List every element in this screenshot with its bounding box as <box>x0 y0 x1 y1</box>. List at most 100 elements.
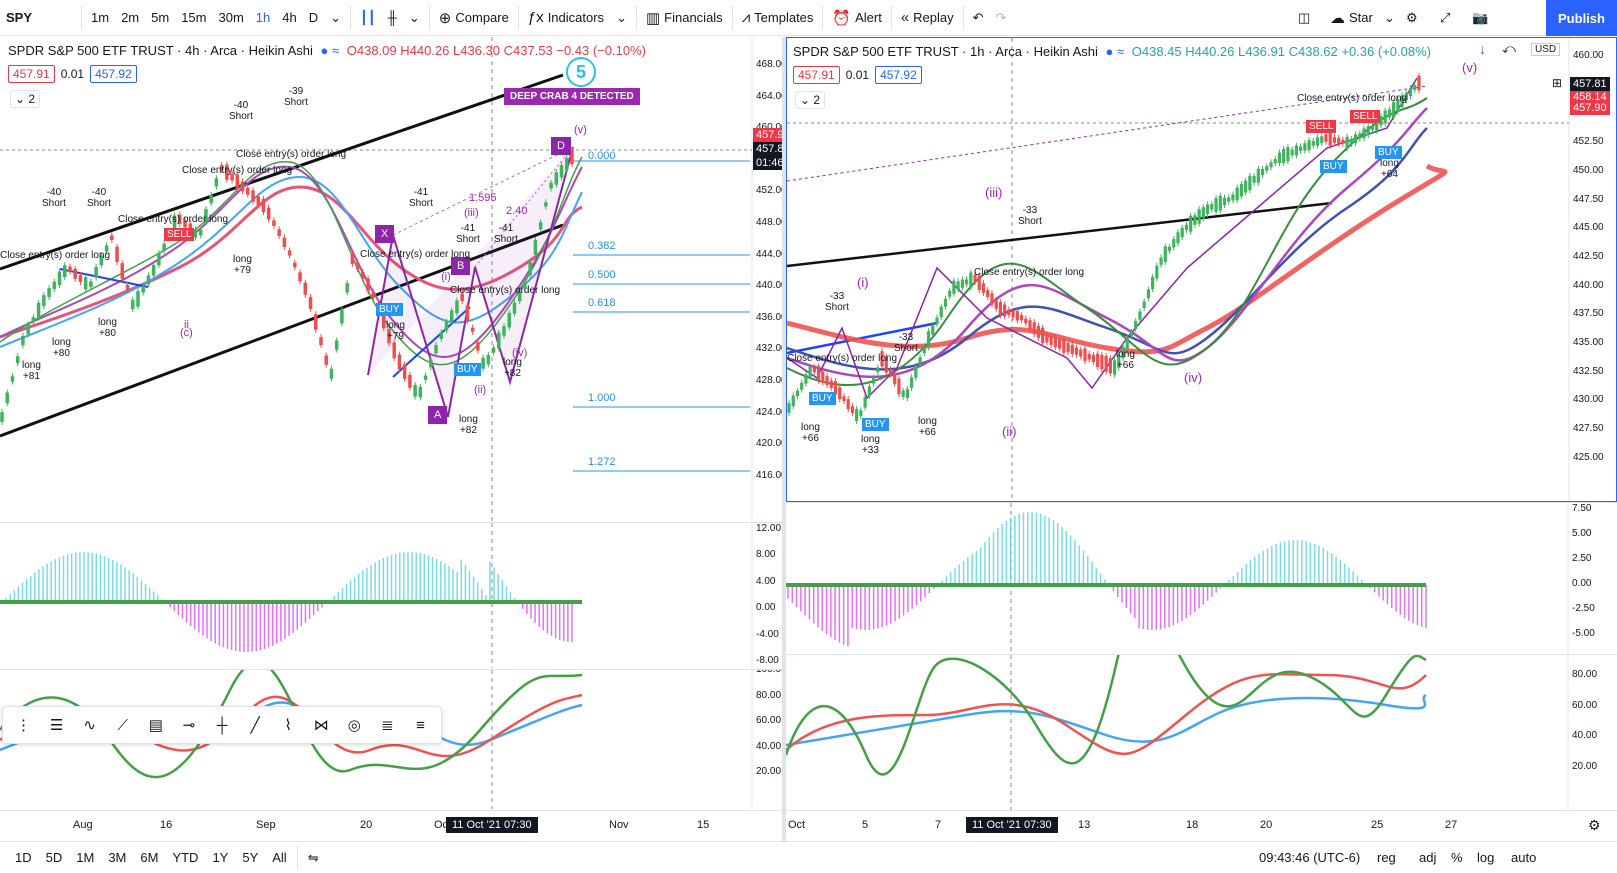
layout-icon[interactable]: ◫ <box>1298 9 1311 25</box>
spiral-icon[interactable]: ◎ <box>347 717 361 734</box>
right-buy-badge-4: BUY <box>1375 146 1402 159</box>
left-ask[interactable]: 457.92 <box>90 65 137 83</box>
drag-handle-icon[interactable]: ⋮ <box>16 717 32 734</box>
redo-icon[interactable]: ↷ <box>995 9 1007 25</box>
right-time-axis[interactable]: Oct 5 7 13 18 20 25 27 11 Oct '21 07:30 … <box>786 810 1617 840</box>
gear-icon[interactable]: ⚙ <box>1406 9 1418 25</box>
parallel-channel-icon[interactable]: ▤ <box>148 717 163 734</box>
left-collapse-button[interactable]: ⌄ 2 <box>10 90 41 108</box>
left-time-sep: Sep <box>256 819 276 831</box>
templates-button[interactable]: ⩘ Templates <box>736 0 820 36</box>
left-osc-axis[interactable]: 12.00 8.00 4.00 0.00 -4.00 -8.00 <box>752 523 782 668</box>
layout-name-button[interactable]: ☁ Star <box>1324 0 1379 36</box>
range-3m[interactable]: 3M <box>108 850 127 865</box>
right-wave-iii: (iii) <box>985 185 1003 200</box>
left-stoch-axis[interactable]: 100.00 80.00 60.00 40.00 20.00 <box>752 670 782 809</box>
interval-chevron-down-icon[interactable]: ⌄ <box>330 9 342 25</box>
range-5d[interactable]: 5D <box>45 850 63 865</box>
horizontal-ray-icon[interactable]: ⊸ <box>182 717 196 734</box>
chart-splitter[interactable] <box>782 37 786 841</box>
range-all[interactable]: All <box>272 850 287 865</box>
fib-retracement-icon[interactable]: ≣ <box>381 717 394 734</box>
replay-button[interactable]: «Replay <box>895 0 960 36</box>
indicators-button[interactable]: ƒx Indicators <box>522 0 610 36</box>
chart-type-chevron-down-icon[interactable]: ⌄ <box>408 9 420 25</box>
left-price-axis[interactable]: 468.00464.00460.00456.00452.00448.00444.… <box>752 37 782 521</box>
range-1y[interactable]: 1Y <box>212 850 229 865</box>
interval-d[interactable]: D <box>308 10 319 25</box>
abc-pattern-icon[interactable]: ∿ <box>83 717 96 734</box>
clock-label[interactable]: 09:43:46 (UTC-6) <box>1259 850 1361 865</box>
right-bid[interactable]: 457.91 <box>793 66 840 84</box>
ray-icon[interactable]: ⟋ <box>117 716 129 734</box>
right-add-price-icon[interactable]: ⊞ <box>1552 76 1563 90</box>
opt-percent[interactable]: % <box>1451 850 1463 865</box>
wave-ii-label: (ii) <box>474 384 487 396</box>
fullscreen-icon[interactable]: ⤢ <box>1440 9 1451 25</box>
right-sell-badge-1: SELL <box>1306 120 1337 133</box>
indicators-chevron-down-icon[interactable]: ⌄ <box>616 9 627 25</box>
camera-icon[interactable]: 📷 <box>1472 9 1489 25</box>
interval-1h[interactable]: 1h <box>255 10 271 25</box>
financials-icon: ▥ <box>645 9 661 27</box>
left-time-axis[interactable]: Aug 16 Sep 20 Oc Nov 15 11 Oct '21 07:30 <box>0 810 782 840</box>
financials-button[interactable]: ▥ Financials <box>640 0 729 36</box>
opt-auto[interactable]: auto <box>1511 850 1537 865</box>
right-download-icon[interactable]: ↓ <box>1479 41 1486 57</box>
right-price-axis-label: 442.50 <box>1573 250 1604 262</box>
undo-icon[interactable]: ↶ <box>972 9 984 25</box>
interval-30m[interactable]: 30m <box>218 10 244 25</box>
opt-reg[interactable]: reg <box>1377 850 1396 865</box>
fib-ratio-label-2: 2.40 <box>506 205 528 217</box>
right-oscillator-pane[interactable]: 7.50 5.00 2.50 0.00 -2.50 -5.00 <box>786 502 1617 654</box>
left-bid[interactable]: 457.91 <box>8 65 55 83</box>
interval-4h[interactable]: 4h <box>282 10 297 25</box>
right-eye-icon[interactable]: ● ≈ <box>1105 44 1125 59</box>
annot-short-4: -39 Short <box>284 86 308 108</box>
range-1d[interactable]: 1D <box>15 850 32 865</box>
right-settings-gear-icon[interactable]: ⚙ <box>1588 817 1601 833</box>
trend-line-icon[interactable]: ╱ <box>250 717 260 734</box>
compare-button[interactable]: ⊕ Compare <box>433 0 515 36</box>
right-ask[interactable]: 457.92 <box>875 66 922 84</box>
interval-5m[interactable]: 5m <box>151 10 170 25</box>
candles-icon[interactable]: ╫ <box>387 10 397 25</box>
range-6m[interactable]: 6M <box>140 850 159 865</box>
left-main-chart[interactable]: SPDR S&P 500 ETF TRUST · 4h · Arca · Hei… <box>0 37 782 521</box>
lines-icon[interactable]: ☰ <box>49 717 64 734</box>
interval-1m[interactable]: 1m <box>91 10 110 25</box>
right-maximize-icon[interactable]: ⤺ <box>1502 41 1516 56</box>
left-stoch-axis-label: 20.00 <box>756 766 782 777</box>
symbol-search[interactable]: SPY <box>6 10 33 25</box>
opt-adj[interactable]: adj <box>1419 850 1437 865</box>
grid-icon[interactable]: ┼ <box>216 716 228 734</box>
right-wave-path <box>787 77 1418 400</box>
right-stoch-pane[interactable]: 80.00 60.00 40.00 20.00 <box>786 654 1617 810</box>
divider <box>517 5 519 30</box>
layout-chevron-down-icon[interactable]: ⌄ <box>1384 9 1395 25</box>
fib-extension-icon[interactable]: ≡ <box>416 716 425 734</box>
replay-label: Replay <box>913 10 954 25</box>
alert-button[interactable]: ⏰ Alert <box>826 0 887 36</box>
right-main-chart[interactable]: SPDR S&P 500 ETF TRUST · 1h · Arca · Hei… <box>786 37 1617 502</box>
right-stoch-axis[interactable]: 80.00 60.00 40.00 20.00 <box>1568 655 1616 810</box>
right-collapse-button[interactable]: ⌄ 2 <box>795 91 826 109</box>
left-oscillator-pane[interactable]: 12.00 8.00 4.00 0.00 -4.00 -8.00 <box>0 522 782 668</box>
right-time-5: 5 <box>862 819 869 831</box>
opt-log[interactable]: log <box>1477 850 1495 865</box>
left-eye-icon[interactable]: ● ≈ <box>320 43 340 58</box>
publish-button[interactable]: Publish <box>1546 0 1617 36</box>
elliott-wave-icon[interactable]: ⌇ <box>284 717 292 734</box>
right-osc-axis-label: -2.50 <box>1572 603 1595 614</box>
range-ytd[interactable]: YTD <box>172 850 199 865</box>
bar-style-icon[interactable]: ┃┃ <box>360 9 376 25</box>
xabcd-pattern-icon[interactable]: ⋈ <box>313 717 329 734</box>
interval-15m[interactable]: 15m <box>181 10 207 25</box>
interval-2m[interactable]: 2m <box>121 10 140 25</box>
date-range-icon[interactable]: ⇋ <box>307 849 319 865</box>
range-5y[interactable]: 5Y <box>242 850 259 865</box>
right-price-axis[interactable]: 460.00457.50455.00452.50450.00447.50445.… <box>1569 38 1616 501</box>
range-1m[interactable]: 1M <box>76 850 95 865</box>
right-currency-label[interactable]: USD <box>1531 43 1561 56</box>
right-osc-axis[interactable]: 7.50 5.00 2.50 0.00 -2.50 -5.00 <box>1568 503 1616 654</box>
